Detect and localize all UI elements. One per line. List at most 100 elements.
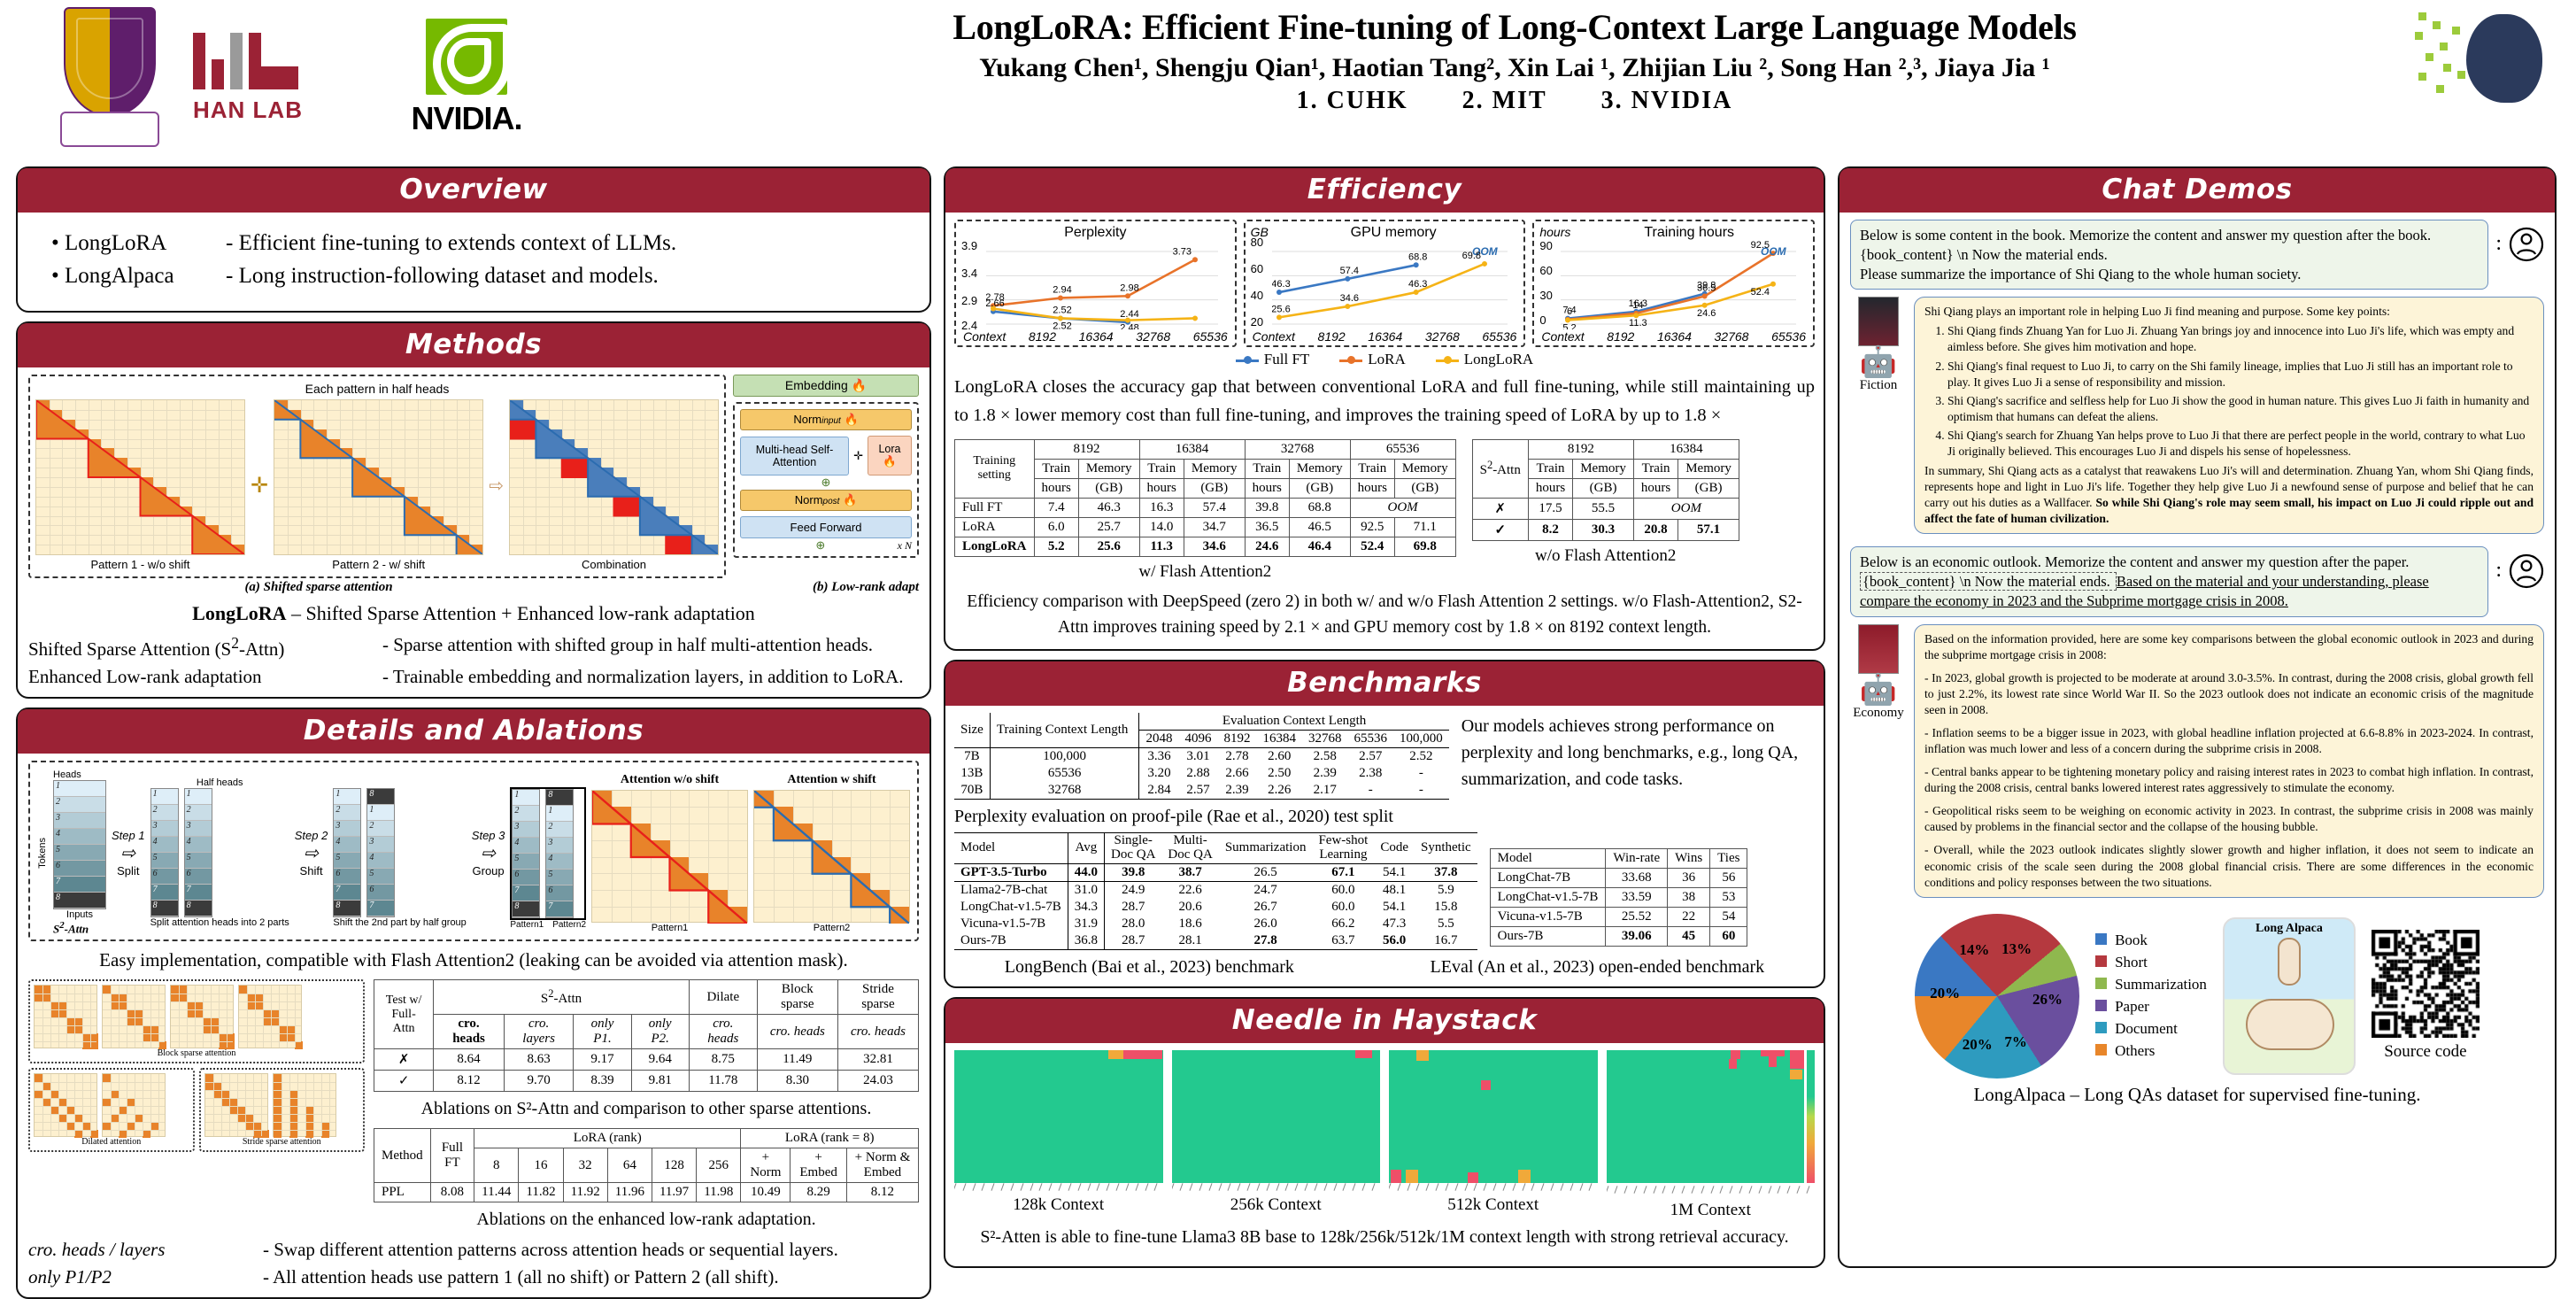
overview-item-desc: - Efficient fine-tuning to extends conte… — [226, 231, 677, 255]
s2-attn-corner: S2-Attn — [1471, 438, 1529, 499]
pattern1-col-label: Pattern1 — [510, 920, 544, 931]
ablation-group-s2: S2-Attn — [433, 979, 690, 1016]
svg-text:92.5: 92.5 — [1751, 241, 1770, 251]
pie-slice-label: 7% — [2004, 1033, 2027, 1051]
chat-demo-economy-bot: 🤖 Economy Based on the information provi… — [1850, 623, 2544, 898]
step-2-caption: Shift the 2nd part by half group — [333, 917, 467, 929]
pie-slice-label: 13% — [2001, 940, 2032, 958]
efficiency-summary: LongLoRA closes the accuracy gap that be… — [954, 377, 1815, 425]
legend-item-book: Book — [2095, 932, 2207, 949]
arch-block-norm-post: Normpost 🔥 — [740, 490, 912, 511]
needle-section: Needle in Haystack 128k Context 256k Con… — [944, 996, 1825, 1268]
step-1-caption: Split attention heads into 2 parts — [150, 916, 289, 928]
legend-item-document: Document — [2095, 1020, 2207, 1038]
user-avatar-icon — [2509, 220, 2544, 267]
user-avatar-icon — [2509, 546, 2544, 593]
svg-text:5.2: 5.2 — [1563, 323, 1577, 329]
table-row: Vicuna-v1.5-7B 25.52 22 54 — [1489, 907, 1748, 928]
needle-colorbar — [1807, 1049, 1815, 1183]
page-title: LongLoRA: Efficient Fine-tuning of Long-… — [953, 7, 2077, 47]
chat-demo-fiction-user: Below is some content in the book. Memor… — [1850, 220, 2544, 290]
logo-group: HAN LAB NVIDIA. — [0, 0, 551, 149]
figure-top-label: Each pattern in half heads — [305, 382, 450, 396]
needle-caption: S²-Atten is able to fine-tune Llama3 8B … — [980, 1226, 1789, 1247]
half-heads-label: Half heads — [196, 777, 243, 788]
legend-item-short: Short — [2095, 954, 2207, 971]
legend-item-others: Others — [2095, 1042, 2207, 1060]
table-row: LongLoRA 5.2 25.6 11.3 34.6 24.6 46.4 52.4 6… — [954, 536, 1456, 557]
table-row: LongChat-v1.5-7B 34.3 28.7 20.6 26.7 60.0… — [960, 898, 1458, 916]
overview-item-name: LongAlpaca — [65, 264, 174, 288]
svg-text:46.3: 46.3 — [1408, 279, 1427, 290]
step-3: Step 3 ⇨ Group — [471, 828, 505, 878]
table-row: LongChat-v1.5-7B 33.59 38 53 — [1489, 887, 1748, 909]
needle-panel-128k: 128k Context — [954, 1049, 1163, 1220]
app-title: Long Alpaca — [2256, 921, 2323, 935]
attention-wo-shift-title: Attention w/o shift — [620, 772, 720, 786]
table-row: ✓ 8.12 9.70 8.39 9.81 11.78 8.30 24.03 — [373, 1070, 920, 1093]
sparse-pattern-figures: Block sparse attention Dilated attention… — [28, 979, 365, 1153]
def-term-2: only P1/P2 — [28, 1266, 112, 1288]
pie-slice-label: 20% — [1930, 985, 1961, 1002]
table-row: ✗ 17.5 55.5 OOM — [1471, 497, 1739, 520]
economy-avatar: 🤖 Economy — [1850, 623, 1907, 721]
legend-item-paper: Paper — [2095, 998, 2207, 1016]
attn-mark-1: Pattern1 — [651, 922, 689, 933]
svg-text:OOM: OOM — [1761, 245, 1787, 258]
table-row: 13B 65536 3.20 2.88 2.66 2.50 2.39 2.38 - — [960, 765, 1423, 783]
axis-label-tokens: Tokens — [37, 837, 48, 869]
svg-text:39.8: 39.8 — [1697, 281, 1716, 291]
chat-demos-section: Chat Demos Below is some content in the … — [1838, 166, 2557, 1268]
plus-icon: ✛ — [251, 474, 269, 498]
svg-text:2.66: 2.66 — [986, 298, 1005, 309]
s2-attn-tag: S2-Attn — [53, 920, 89, 936]
assistant-message-bubble: Shi Qiang plays an important role in hel… — [1914, 297, 2544, 535]
list-item: Shi Qiang's final request to Luo Ji, to … — [1947, 359, 2534, 390]
leval-caption: LEval (An et al., 2023) open-ended bench… — [1430, 956, 1765, 977]
user-message-bubble: Below is some content in the book. Memor… — [1850, 220, 2489, 290]
robot-icon: 🤖 — [1859, 673, 1898, 707]
ablation2-caption: Ablations on the enhanced low-rank adapt… — [476, 1210, 816, 1230]
figure-caption-b: (b) Low-rank adapt — [812, 580, 919, 594]
benchmarks-section: Benchmarks Size Training Context Length … — [944, 660, 1825, 988]
chart-gpu-memory: GB GPU memory 80 60 40 20 OOM 46.3 57.4 68.… — [1243, 220, 1526, 347]
svg-text:11.3: 11.3 — [1629, 318, 1647, 329]
attn-mark-2: Pattern2 — [813, 922, 851, 933]
axis-label-heads: Heads — [53, 769, 81, 780]
chart-perplexity: Perplexity 3.9 3.4 2.9 2.4 2.66 2.52 2.44 2… — [954, 220, 1237, 347]
legend-item-longlora: LongLoRA — [1435, 351, 1533, 368]
cuhk-logo — [57, 7, 163, 149]
arch-repeat-label: x N — [897, 538, 912, 552]
ablation1-caption: Ablations on S²-Attn and comparison to o… — [420, 1099, 872, 1119]
svg-text:2.94: 2.94 — [1053, 284, 1071, 295]
needle-heatmaps: 128k Context 256k Context 512k Context — [954, 1049, 1815, 1220]
sparse-caption-dilated: Dilated attention — [81, 1137, 142, 1148]
fiction-avatar: 🤖 Fiction — [1850, 297, 1907, 393]
table-row: Full FT 7.4 46.3 16.3 57.4 39.8 68.8 OOM — [954, 497, 1456, 518]
method-term-1: Shifted Sparse Attention (S2-Attn) — [28, 634, 285, 660]
source-code-qr[interactable]: Source code — [2371, 930, 2480, 1062]
svg-text:36.5: 36.5 — [1697, 282, 1716, 293]
svg-text:16.3: 16.3 — [1629, 298, 1647, 309]
method-term-2: Enhanced Low-rank adaptation — [28, 666, 262, 687]
needle-title: Needle in Haystack — [945, 998, 1824, 1043]
wo-flash-caption: w/o Flash Attention2 — [1535, 545, 1677, 565]
pattern-label-2: Pattern 2 - w/ shift — [332, 558, 426, 571]
title-block: LongLoRA: Efficient Fine-tuning of Long-… — [551, 0, 2576, 115]
overview-item-desc: - Long instruction-following dataset and… — [226, 264, 659, 288]
figure-caption-a: (a) Shifted sparse attention — [244, 580, 393, 594]
attention-w-shift-title: Attention w shift — [787, 772, 876, 786]
poster-header: HAN LAB NVIDIA. LongLoRA: Efficient Fine… — [0, 0, 2576, 166]
author-list: Yukang Chen¹, Shengju Qian¹, Haotian Tan… — [979, 53, 2050, 82]
table-row: ✗ 8.64 8.63 9.17 9.64 8.75 11.49 32.81 — [373, 1048, 920, 1071]
list-item: - Geopolitical risks seem to be weighing… — [1924, 804, 2534, 834]
long-alpaca-app-icon: Long Alpaca — [2222, 916, 2356, 1075]
nvidia-eye-icon — [426, 19, 511, 104]
ablation-lora-table: Method Full FT LoRA (rank) LoRA (rank = … — [374, 1128, 920, 1203]
table-row: LongChat-7B 33.68 36 56 — [1489, 868, 1748, 889]
efficiency-title: Efficiency — [945, 168, 1824, 213]
legend-item-summarization: Summarization — [2095, 976, 2207, 994]
overview-section: Overview • LongLoRA - Efficient fine-tuni… — [16, 166, 931, 313]
